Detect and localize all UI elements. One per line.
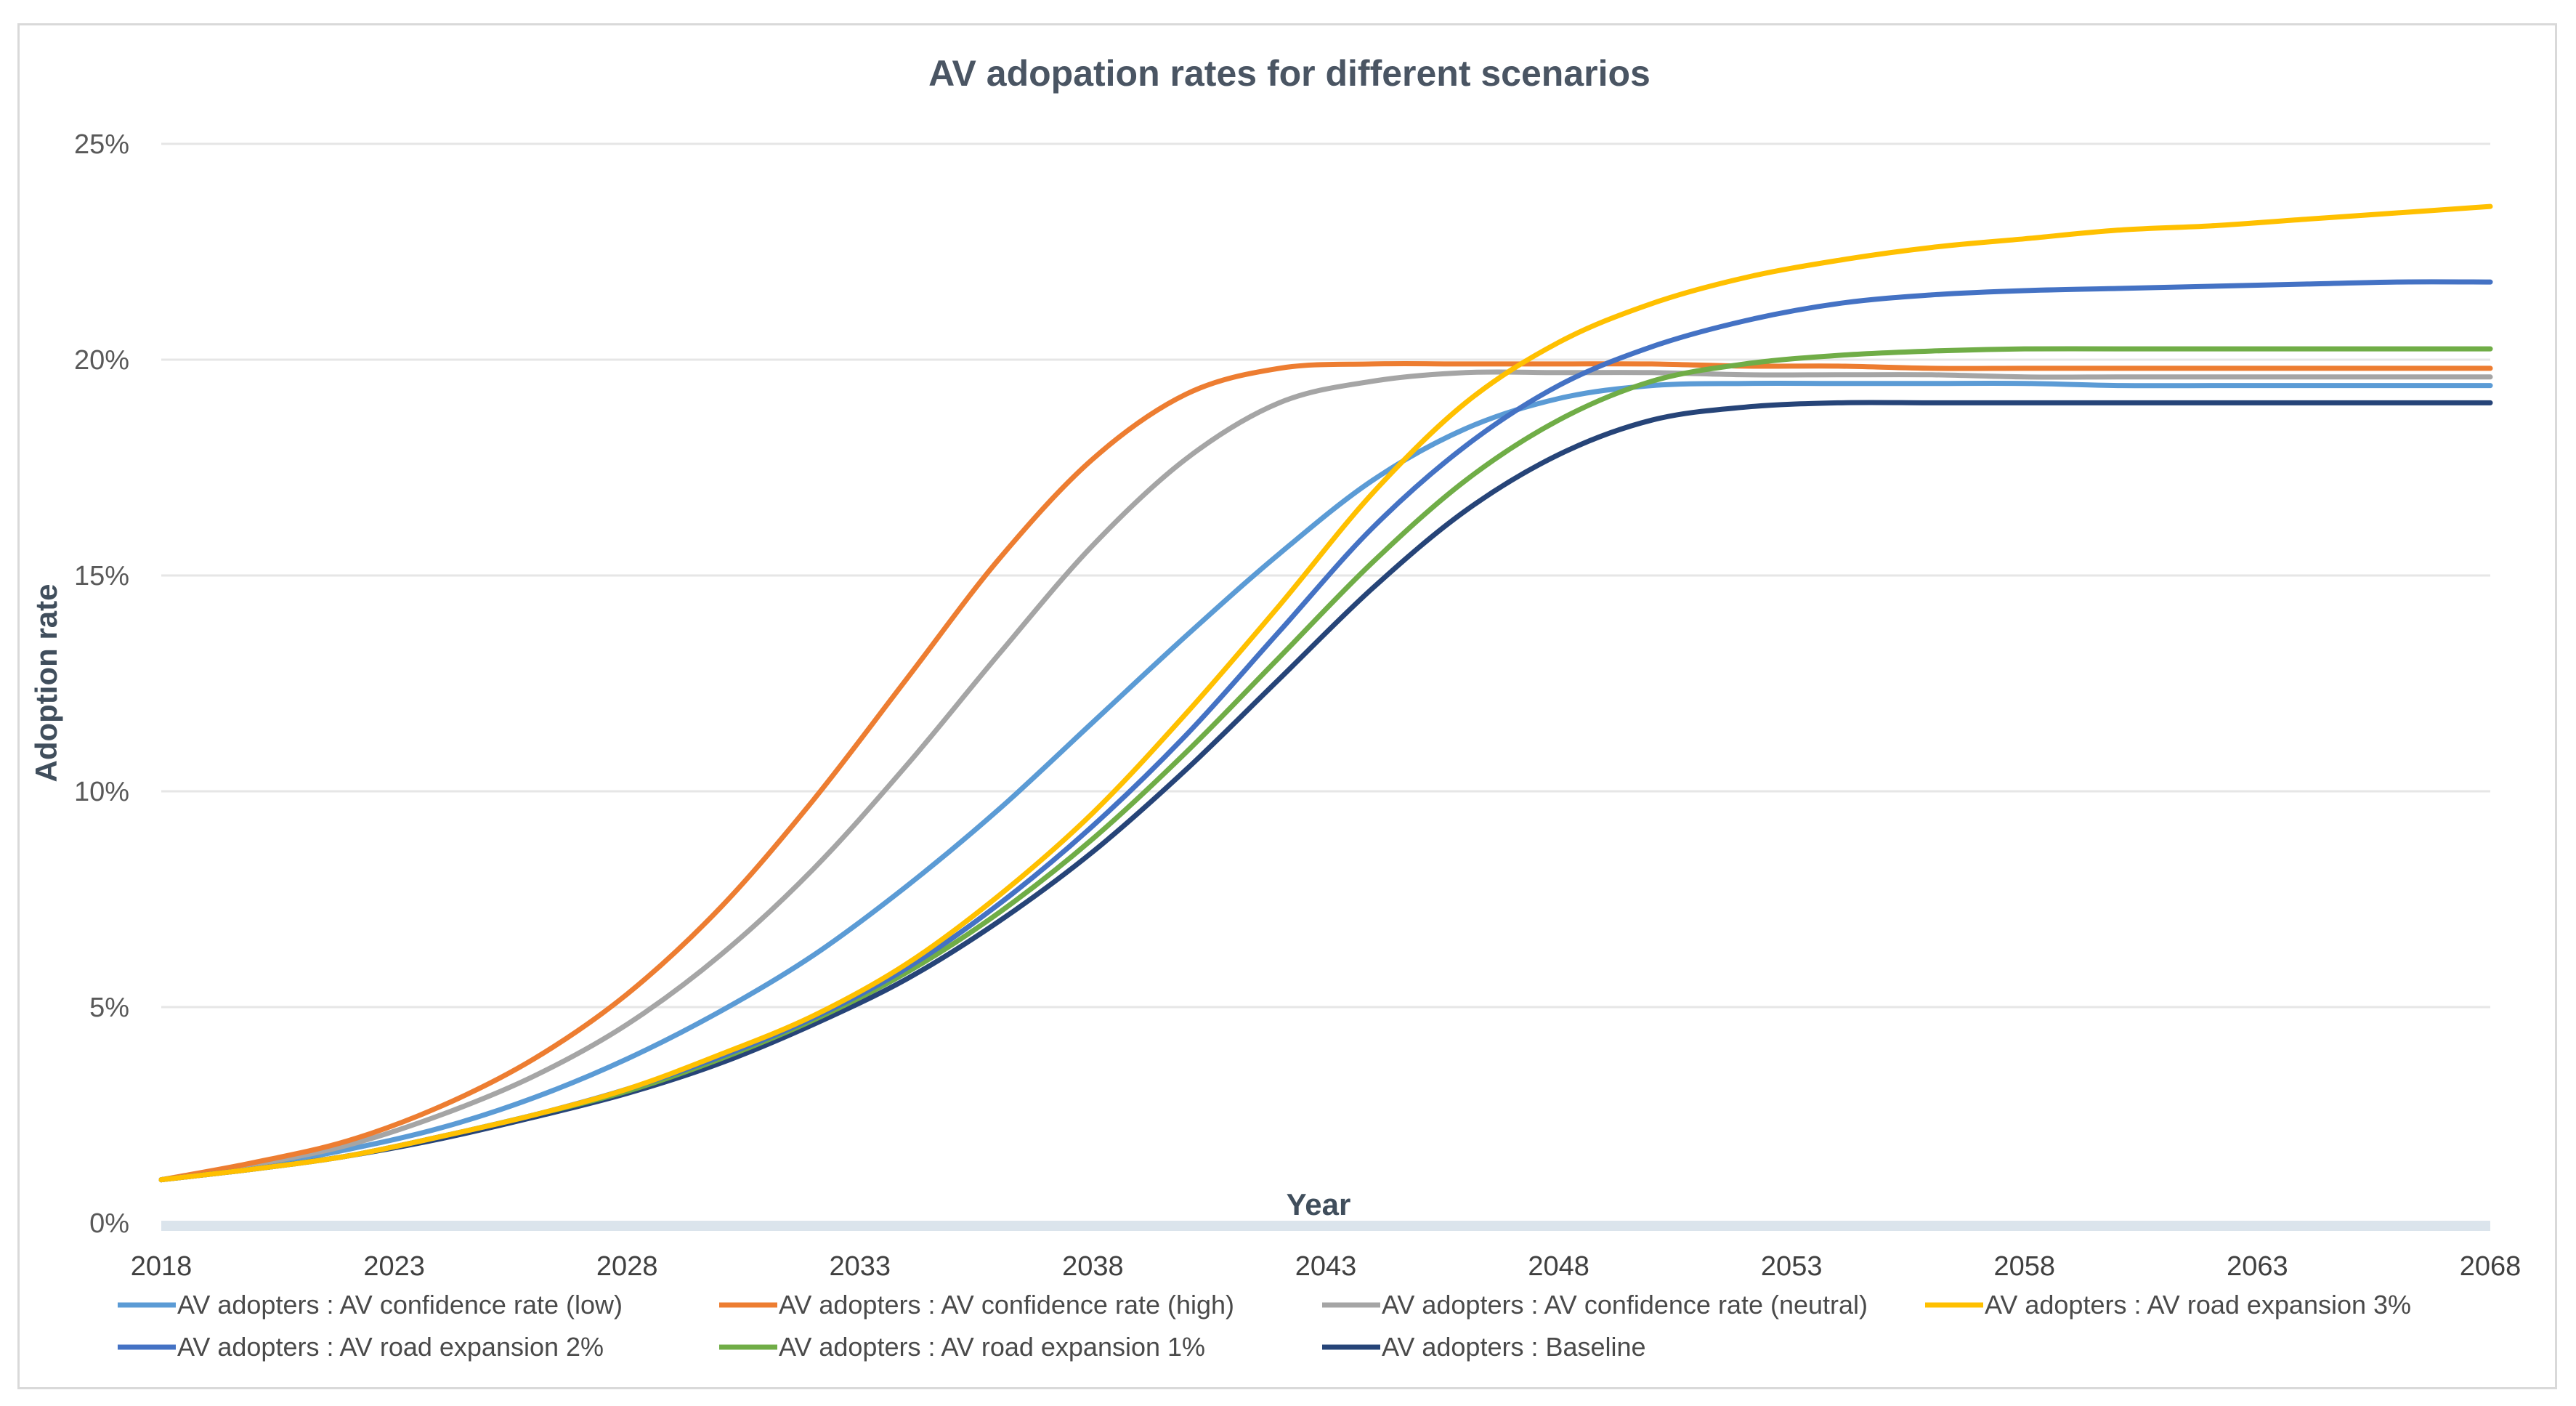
legend-item: AV adopters : AV road expansion 1%: [719, 1332, 1205, 1362]
y-tick-label: 10%: [74, 777, 129, 807]
x-tick-label: 2043: [1295, 1251, 1357, 1282]
legend-label: AV adopters : AV road expansion 1%: [779, 1332, 1205, 1362]
series-line-5: [158, 279, 2493, 1183]
series-line-6: [158, 346, 2493, 1183]
series-line-4: [158, 203, 2493, 1183]
series-lines: [158, 203, 2493, 1183]
series-line-2: [158, 361, 2493, 1183]
x-tick-label: 2063: [2227, 1251, 2288, 1282]
y-tick-label: 25%: [74, 129, 129, 160]
x-tick-label: 2068: [2460, 1251, 2522, 1282]
x-tick-label: 2018: [131, 1251, 193, 1282]
legend-label: AV adopters : AV road expansion 3%: [1985, 1290, 2411, 1320]
x-tick-label: 2048: [1528, 1251, 1589, 1282]
x-tick-label: 2023: [363, 1251, 425, 1282]
legend-item: AV adopters : AV confidence rate (high): [719, 1290, 1234, 1320]
y-tick-label: 20%: [74, 345, 129, 376]
y-axis-label: Adoption rate: [29, 584, 63, 783]
y-tick-label: 0%: [89, 1208, 129, 1239]
legend-item: AV adopters : Baseline: [1322, 1332, 1646, 1362]
series-line-1: [158, 380, 2493, 1183]
legend-label: AV adopters : AV confidence rate (neutra…: [1382, 1290, 1868, 1320]
series-line-3: [158, 369, 2493, 1183]
x-axis-ticks: 2018 2023 2028 2033 2038 2043 2048 2053 2058 2063…: [131, 1251, 2522, 1282]
x-tick-label: 2038: [1062, 1251, 1124, 1282]
gridlines: [161, 142, 2490, 1231]
y-axis-ticks: 0% 5% 10% 15% 20% 25%: [74, 129, 129, 1239]
x-tick-label: 2058: [1994, 1251, 2056, 1282]
legend-item: AV adopters : AV road expansion 2%: [118, 1332, 604, 1362]
chart-title: AV adopation rates for different scenari…: [928, 53, 1650, 94]
legend: AV adopters : AV confidence rate (low) AV…: [118, 1290, 2411, 1362]
x-tick-label: 2033: [830, 1251, 891, 1282]
x-tick-label: 2028: [596, 1251, 658, 1282]
legend-label: AV adopters : AV confidence rate (high): [779, 1290, 1234, 1320]
legend-item: AV adopters : AV confidence rate (low): [118, 1290, 623, 1320]
legend-item: AV adopters : AV confidence rate (neutra…: [1322, 1290, 1868, 1320]
chart-frame: [17, 23, 2557, 1389]
legend-item: AV adopters : AV road expansion 3%: [1925, 1290, 2411, 1320]
x-tick-label: 2053: [1761, 1251, 1823, 1282]
legend-label: AV adopters : AV road expansion 2%: [177, 1332, 604, 1362]
y-tick-label: 5%: [89, 993, 129, 1023]
legend-label: AV adopters : AV confidence rate (low): [177, 1290, 623, 1320]
x-axis-label: Year: [1287, 1187, 1351, 1221]
y-tick-label: 15%: [74, 561, 129, 591]
legend-label: AV adopters : Baseline: [1382, 1332, 1646, 1362]
